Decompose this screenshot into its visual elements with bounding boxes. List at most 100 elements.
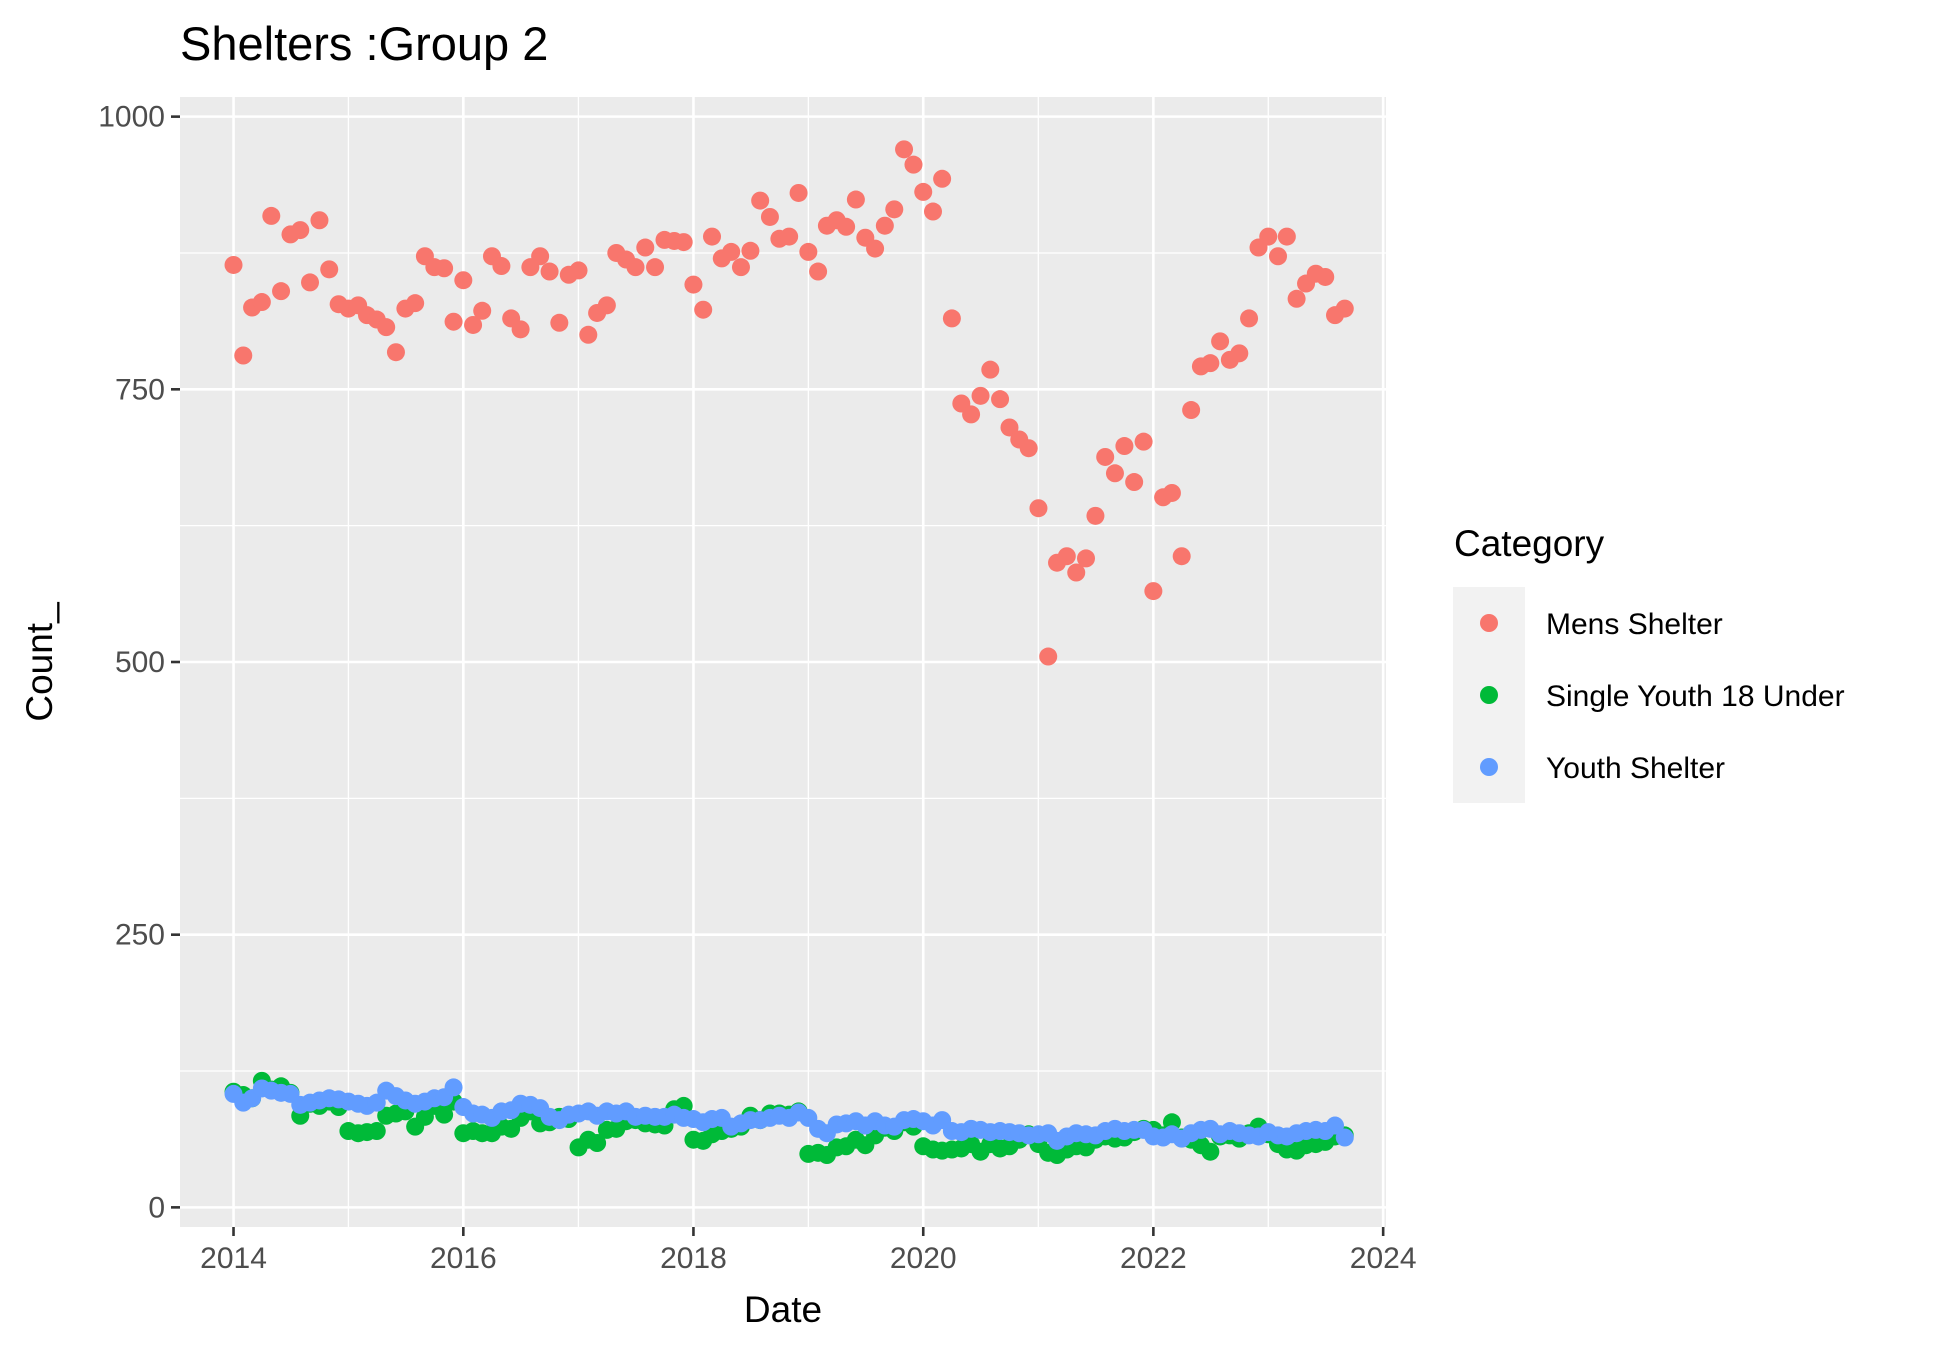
data-point xyxy=(1029,499,1048,518)
data-point xyxy=(760,207,779,226)
y-tick-label: 500 xyxy=(115,646,165,679)
data-point xyxy=(262,206,281,225)
y-tick-label: 250 xyxy=(115,919,165,952)
data-point xyxy=(406,294,425,313)
data-point xyxy=(435,259,454,278)
data-point xyxy=(531,247,550,266)
x-tick-label: 2014 xyxy=(200,1242,267,1275)
data-point xyxy=(1201,354,1220,373)
data-point xyxy=(464,315,483,334)
data-point xyxy=(377,318,396,337)
data-point xyxy=(454,271,473,290)
data-point xyxy=(866,239,885,258)
data-point xyxy=(1086,506,1105,525)
data-point xyxy=(914,182,933,201)
y-tick-label: 0 xyxy=(148,1191,165,1224)
data-point xyxy=(1259,227,1278,246)
x-axis-title: Date xyxy=(744,1289,822,1330)
series-group xyxy=(224,1078,1354,1150)
data-point xyxy=(991,390,1010,409)
data-point xyxy=(1182,401,1201,420)
data-point xyxy=(320,260,339,279)
legend-key xyxy=(1480,758,1498,776)
data-point xyxy=(962,405,981,424)
legend-label: Single Youth 18 Under xyxy=(1546,680,1845,713)
legend-title: Category xyxy=(1454,523,1605,564)
data-point xyxy=(1201,1142,1220,1161)
data-point xyxy=(1039,647,1058,666)
data-point xyxy=(626,258,645,277)
data-point xyxy=(579,325,598,344)
data-point xyxy=(473,301,492,320)
data-point xyxy=(981,360,1000,379)
data-point xyxy=(1230,344,1249,363)
data-point xyxy=(809,262,828,281)
data-point xyxy=(1172,547,1191,566)
data-point xyxy=(1287,289,1306,308)
data-point xyxy=(933,169,952,188)
data-point xyxy=(875,216,894,235)
data-point xyxy=(492,257,511,276)
data-point xyxy=(885,200,904,219)
data-points xyxy=(224,140,1354,1165)
data-point xyxy=(942,309,961,328)
data-point xyxy=(540,262,559,281)
data-point xyxy=(1335,1128,1354,1147)
data-point xyxy=(1057,547,1076,566)
data-point xyxy=(1067,563,1086,582)
data-point xyxy=(799,242,818,261)
data-point xyxy=(1134,432,1153,451)
x-tick-label: 2024 xyxy=(1350,1242,1417,1275)
data-point xyxy=(971,386,990,405)
data-point xyxy=(1326,1116,1344,1135)
data-point xyxy=(310,211,329,230)
axes: 2014 2016 2018 2020 2022 2024 0 250 500 750 1000 xyxy=(98,101,1416,1275)
data-point xyxy=(252,293,271,312)
data-point xyxy=(444,1078,463,1097)
data-point xyxy=(636,238,655,257)
data-point xyxy=(1000,418,1019,437)
data-point xyxy=(511,320,530,339)
data-point xyxy=(684,275,703,294)
data-point xyxy=(588,1134,607,1153)
data-point xyxy=(646,258,665,277)
data-point xyxy=(367,1122,386,1141)
data-point xyxy=(674,233,693,252)
data-point xyxy=(1105,464,1124,483)
data-point xyxy=(904,155,923,174)
data-point xyxy=(780,227,799,246)
y-axis-title: Count_ xyxy=(19,602,60,722)
data-point xyxy=(1125,473,1144,492)
legend-label: Mens Shelter xyxy=(1546,608,1723,641)
data-point xyxy=(924,202,942,221)
data-point xyxy=(1335,299,1354,318)
data-point xyxy=(846,190,865,209)
y-tick-label: 1000 xyxy=(98,101,165,134)
legend-key xyxy=(1480,614,1498,632)
data-point xyxy=(444,312,463,331)
legend-label: Youth Shelter xyxy=(1546,752,1725,785)
data-point xyxy=(895,140,914,159)
data-point xyxy=(386,343,405,362)
x-tick-label: 2020 xyxy=(890,1242,957,1275)
data-point xyxy=(1240,309,1259,328)
data-point xyxy=(751,191,770,210)
data-point xyxy=(569,261,588,280)
data-point xyxy=(1096,447,1115,466)
x-tick-label: 2018 xyxy=(660,1242,727,1275)
data-point xyxy=(1211,332,1230,351)
data-point xyxy=(837,217,856,236)
data-point xyxy=(550,313,569,332)
data-point xyxy=(435,1105,454,1124)
data-point xyxy=(1077,549,1095,568)
data-point xyxy=(722,242,741,261)
x-tick-label: 2022 xyxy=(1120,1242,1187,1275)
chart-title: Shelters :Group 2 xyxy=(180,17,548,70)
data-point xyxy=(224,255,243,274)
data-point xyxy=(234,346,253,365)
legend-key xyxy=(1480,686,1498,704)
data-point xyxy=(731,258,750,277)
data-point xyxy=(1144,582,1163,601)
